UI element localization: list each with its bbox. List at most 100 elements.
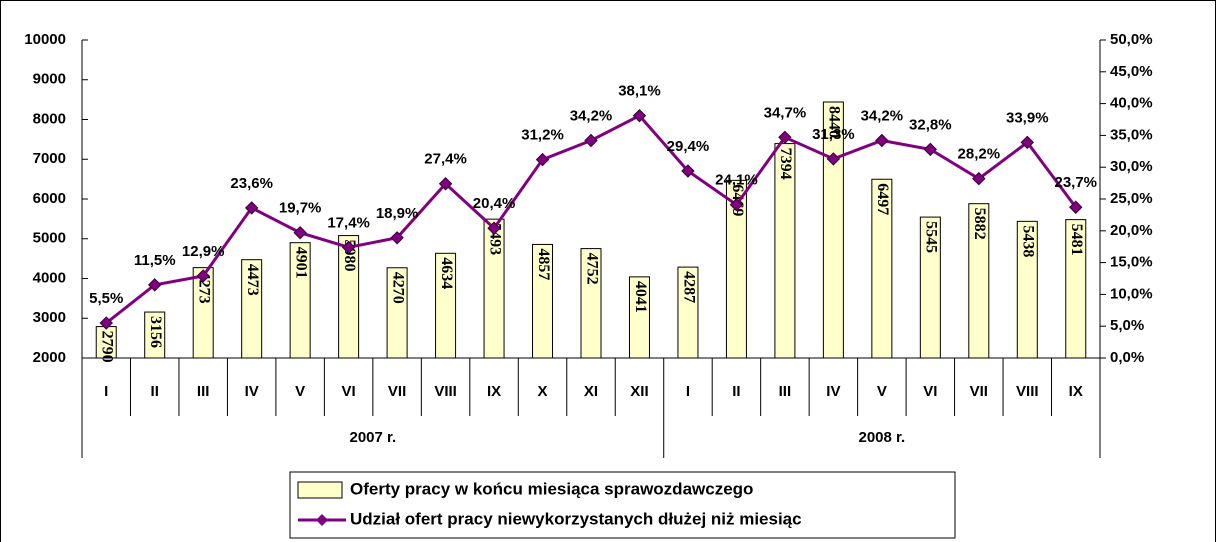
line-value-label: 32,8%: [909, 116, 952, 133]
bar: [822, 101, 844, 359]
legend-marker: [316, 514, 328, 526]
bar-value-label: 4041: [632, 281, 649, 313]
bar: [144, 311, 166, 359]
y-tick-label: 2000: [33, 349, 66, 366]
bar-value-label: 4270: [389, 272, 406, 304]
y-tick-label: 5000: [33, 230, 66, 247]
bar: [677, 266, 699, 359]
line-marker: [99, 316, 113, 330]
legend-swatch: [297, 481, 343, 499]
y-tick-label: 7000: [33, 150, 66, 167]
bar-value-label: 6497: [874, 183, 891, 215]
bar: [192, 267, 214, 359]
x-tick-label: IV: [826, 383, 840, 400]
x-tick-label: III: [197, 383, 210, 400]
x-tick-label: IX: [487, 383, 501, 400]
x-tick-label: VI: [342, 383, 356, 400]
x-tick-label: V: [295, 383, 305, 400]
legend-box: [289, 471, 956, 539]
y2-tick-label: 5,0%: [1110, 317, 1144, 334]
line-marker: [632, 108, 647, 123]
group-label: 2007 r.: [349, 429, 396, 446]
line-marker: [1020, 135, 1034, 150]
x-tick-label: VII: [388, 383, 406, 400]
x-tick-label: I: [104, 383, 108, 400]
bar-value-label: 4273: [196, 272, 213, 304]
bar: [628, 276, 650, 359]
x-tick-label: VIII: [434, 383, 457, 400]
x-tick-label: IV: [245, 383, 259, 400]
line-marker: [729, 198, 744, 212]
line-marker: [923, 142, 938, 157]
bar-value-label: 7394: [777, 148, 794, 180]
y2-tick-label: 15,0%: [1110, 254, 1153, 271]
bar: [435, 252, 457, 359]
bar-value-label: 4857: [535, 248, 552, 280]
bar-value-label: 4901: [292, 247, 309, 279]
bar-value-label: 4752: [583, 253, 600, 285]
y-tick-label: 4000: [33, 269, 66, 286]
bar-value-label: 4287: [680, 271, 697, 303]
line-value-label: 33,9%: [1006, 109, 1049, 126]
line-marker: [972, 171, 986, 186]
line-marker: [244, 201, 259, 215]
line-marker: [341, 240, 356, 255]
group-label: 2008 r.: [858, 429, 905, 446]
x-tick-label: V: [877, 383, 887, 400]
x-tick-label: XI: [584, 383, 598, 400]
bar-value-label: 5438: [1020, 225, 1037, 257]
line-value-label: 27,4%: [424, 151, 467, 168]
y2-tick-label: 50,0%: [1110, 31, 1153, 48]
line-value-label: 34,2%: [861, 107, 904, 124]
line-value-label: 31,2%: [521, 127, 564, 144]
line-value-label: 19,7%: [279, 200, 322, 217]
y-tick-label: 8000: [33, 110, 66, 127]
line-value-label: 34,7%: [764, 104, 807, 121]
y2-tick-label: 0,0%: [1110, 349, 1144, 366]
line-value-label: 23,6%: [230, 175, 273, 192]
bar-value-label: 2790: [99, 331, 116, 363]
bar: [725, 179, 747, 359]
x-tick-label: II: [151, 383, 159, 400]
line-marker: [438, 177, 453, 191]
line-marker: [826, 152, 841, 166]
x-tick-label: III: [779, 383, 792, 400]
x-tick-label: II: [732, 383, 740, 400]
x-tick-label: I: [686, 383, 690, 400]
bar: [532, 243, 554, 359]
y2-tick-label: 10,0%: [1110, 285, 1153, 302]
legend-label: Udział ofert pracy niewykorzystanych dłu…: [350, 509, 802, 528]
line-marker: [875, 133, 889, 148]
y2-tick-label: 40,0%: [1110, 95, 1153, 112]
bar: [968, 203, 990, 359]
bar-value-label: 8440: [826, 106, 843, 138]
bar: [241, 259, 263, 359]
bar-value-label: 5882: [971, 208, 988, 240]
legend-label: Oferty pracy w końcu miesiąca sprawozdaw…: [350, 479, 753, 498]
line-value-label: 17,4%: [327, 214, 370, 231]
line-marker: [535, 152, 550, 167]
line-marker: [584, 133, 598, 148]
line-value-label: 29,4%: [667, 138, 710, 155]
y2-tick-label: 45,0%: [1110, 63, 1153, 80]
line-marker: [390, 231, 404, 245]
line-marker: [1069, 200, 1083, 214]
x-tick-label: VIII: [1016, 383, 1039, 400]
y2-tick-label: 30,0%: [1110, 158, 1153, 175]
line-value-label: 34,2%: [570, 107, 613, 124]
bar: [1016, 220, 1038, 359]
bar: [386, 267, 408, 359]
line-value-label: 31,3%: [812, 126, 855, 143]
line-value-label: 23,7%: [1054, 174, 1097, 191]
bar: [919, 216, 941, 359]
bar: [871, 178, 893, 359]
bar-value-label: 4634: [438, 257, 455, 289]
line-value-label: 38,1%: [618, 83, 661, 100]
y2-tick-label: 20,0%: [1110, 222, 1153, 239]
line-marker: [148, 278, 162, 292]
bar: [580, 248, 602, 359]
line-value-label: 28,2%: [958, 146, 1001, 163]
bar-value-label: 5481: [1068, 224, 1085, 256]
